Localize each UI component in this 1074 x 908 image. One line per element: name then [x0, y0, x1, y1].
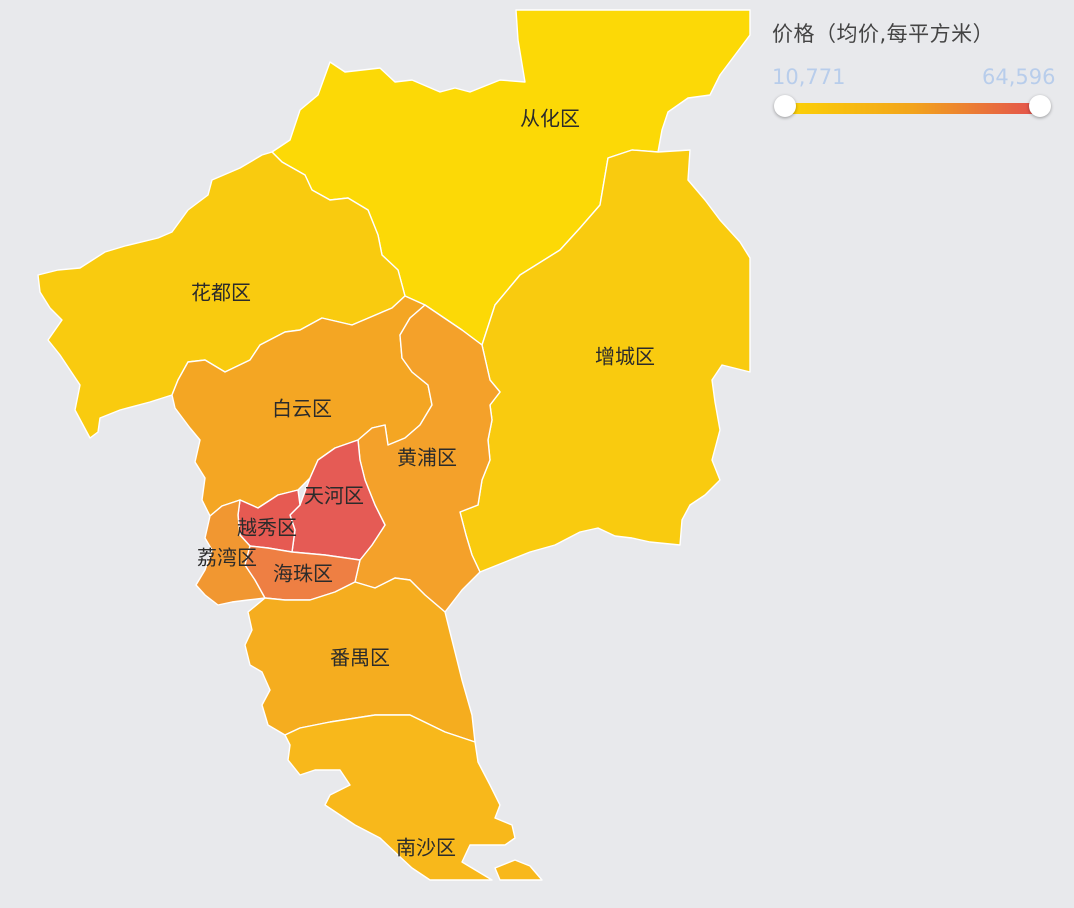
- legend-min-handle[interactable]: [774, 95, 796, 117]
- legend-gradient-bar: [784, 103, 1040, 114]
- district-huadu[interactable]: [37, 151, 406, 439]
- price-legend: 价格（均价,每平方米） 10,771 64,596: [772, 18, 1062, 117]
- district-zengcheng[interactable]: [459, 149, 751, 573]
- district-liwan[interactable]: [195, 499, 266, 606]
- legend-max-handle[interactable]: [1029, 95, 1051, 117]
- legend-min-label: 10,771: [772, 65, 846, 89]
- legend-title: 价格（均价,每平方米）: [772, 22, 995, 46]
- district-nansha[interactable]: [284, 714, 543, 881]
- legend-max-label: 64,596: [982, 65, 1056, 89]
